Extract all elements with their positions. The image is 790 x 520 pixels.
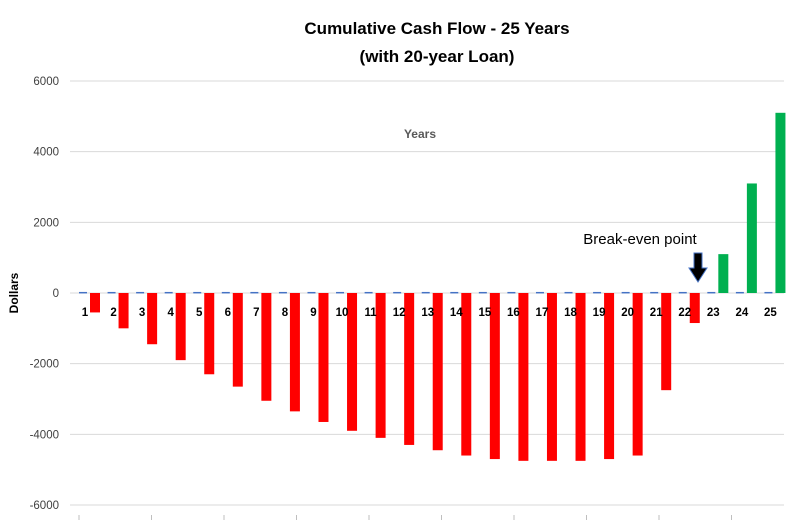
bar-marker: [364, 291, 373, 294]
bar-marker: [650, 291, 659, 294]
category-label: 2: [110, 307, 116, 319]
bar-cumulative: [575, 293, 586, 461]
bar-marker: [707, 291, 716, 294]
category-label: 4: [167, 307, 174, 319]
y-tick-label: 2000: [33, 217, 59, 229]
category-label: 7: [253, 307, 259, 319]
category-label: 18: [564, 307, 577, 319]
category-label: 3: [139, 307, 145, 319]
bar-marker: [221, 291, 230, 294]
bar-cumulative: [375, 293, 386, 438]
gridlines: [70, 80, 784, 506]
y-axis-title: Dollars: [7, 272, 21, 313]
bar-marker: [450, 291, 459, 294]
category-label: 23: [707, 307, 720, 319]
bar-cumulative: [90, 293, 100, 313]
bar-marker: [164, 291, 173, 294]
category-label: 25: [764, 307, 777, 319]
break-even-arrow-icon: [688, 252, 708, 283]
bar-cumulative: [118, 293, 129, 329]
bar-marker: [336, 291, 345, 294]
bar-marker: [593, 291, 602, 294]
y-tick-label: -6000: [30, 500, 59, 512]
category-label: 20: [621, 307, 634, 319]
bar-marker: [564, 291, 573, 294]
bar-cumulative: [232, 293, 243, 387]
bar-marker: [107, 291, 116, 294]
bar-cumulative: [604, 293, 615, 460]
category-label: 17: [536, 307, 549, 319]
bar-cumulative: [289, 293, 300, 412]
bar-cumulative: [632, 293, 643, 456]
category-label: 6: [225, 307, 231, 319]
category-label: 13: [421, 307, 434, 319]
category-label: 19: [593, 307, 606, 319]
y-tick-label: -4000: [30, 429, 59, 441]
bar-marker: [79, 291, 87, 294]
bar-marker: [535, 291, 544, 294]
bar-cumulative: [318, 293, 329, 422]
bar-cumulative: [718, 254, 729, 293]
bar-marker: [193, 291, 202, 294]
category-label: 1: [82, 307, 89, 319]
break-even-annotation: Break-even point: [583, 231, 697, 248]
bar-cumulative: [347, 293, 358, 431]
y-tick-label: 0: [53, 288, 59, 300]
category-label: 14: [450, 307, 463, 319]
category-label: 11: [365, 307, 378, 319]
category-label: 10: [336, 307, 349, 319]
category-label: 8: [282, 307, 289, 319]
category-label: 15: [478, 307, 491, 319]
chart-subtitle: (with 20-year Loan): [360, 47, 515, 66]
category-label: 9: [310, 307, 316, 319]
bar-marker: [478, 291, 487, 294]
bar-marker: [307, 291, 316, 294]
bar-cumulative: [546, 293, 557, 461]
bar-marker: [278, 291, 287, 294]
bar-cumulative: [147, 293, 158, 345]
bar-cumulative: [689, 293, 700, 324]
bar-cumulative: [746, 183, 757, 293]
bar-marker: [764, 291, 773, 294]
inner-axis-label: Years: [404, 127, 436, 141]
bar-marker: [678, 291, 687, 294]
bar-marker: [621, 291, 630, 294]
bar-marker: [136, 291, 145, 294]
bar-marker: [393, 291, 402, 294]
bar-cumulative: [432, 293, 443, 451]
category-label: 5: [196, 307, 203, 319]
chart-title: Cumulative Cash Flow - 25 Years: [304, 19, 569, 38]
bars: [79, 112, 786, 461]
category-label: 16: [507, 307, 520, 319]
y-tick-label: 4000: [33, 147, 59, 159]
bar-cumulative: [461, 293, 472, 456]
bar-marker: [421, 291, 430, 294]
bar-cumulative: [518, 293, 529, 461]
category-label: 24: [735, 307, 748, 319]
bar-cumulative: [661, 293, 672, 391]
bottom-axis-ticks: [78, 515, 732, 520]
bar-cumulative: [489, 293, 500, 460]
category-label: 21: [650, 307, 663, 319]
bar-cumulative: [175, 293, 186, 361]
y-tick-label: -2000: [30, 359, 59, 371]
bar-marker: [735, 291, 744, 294]
bar-marker: [250, 291, 259, 294]
category-label: 12: [393, 307, 406, 319]
category-labels: 1 2 3 4 5 6 7 8 9 10 11 12 13 14 15 16 17 18 19 20 21 22 23 24 2…: [82, 307, 778, 319]
category-label: 22: [678, 307, 691, 319]
bar-marker: [507, 291, 516, 294]
bar-cumulative: [261, 293, 272, 401]
bar-cumulative: [775, 112, 786, 293]
y-tick-labels: 6000 4000 2000 0 -2000 -4000 -6000: [30, 76, 59, 512]
y-tick-label: 6000: [33, 76, 59, 88]
bar-cumulative: [204, 293, 215, 375]
bar-cumulative: [404, 293, 415, 445]
